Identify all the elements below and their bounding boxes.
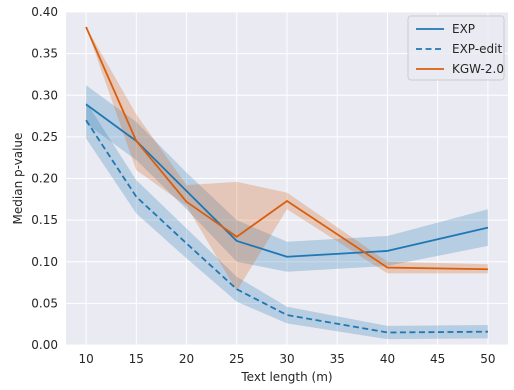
legend-label: KGW-2.0 [452, 62, 504, 76]
tick-labels: 10 15 20 25 30 35 40 45 50 0.00 0.05 0.10 0.15 0.20 0.… [31, 5, 495, 366]
y-tick-label: 0.25 [31, 130, 58, 144]
y-tick-label: 0.35 [31, 47, 58, 61]
y-tick-label: 0.05 [31, 296, 58, 310]
y-tick-label: 0.15 [31, 213, 58, 227]
x-tick-label: 15 [129, 352, 144, 366]
series-line-1 [85, 119, 488, 334]
legend-label: EXP-edit [452, 42, 502, 56]
y-tick-label: 0.30 [31, 88, 58, 102]
x-tick-label: 45 [430, 352, 445, 366]
y-axis-label: Median p-value [11, 133, 25, 225]
x-axis-label: Text length (m) [240, 370, 332, 384]
ci-band-1 [86, 101, 488, 340]
y-tick-label: 0.00 [31, 338, 58, 352]
y-tick-label: 0.40 [31, 5, 58, 19]
legend: EXP EXP-edit KGW-2.0 [407, 15, 505, 81]
x-tick-label: 10 [78, 352, 93, 366]
x-tick-label: 50 [480, 352, 495, 366]
x-tick-label: 25 [229, 352, 244, 366]
series-line-2 [85, 26, 488, 271]
legend-box [407, 15, 505, 81]
x-tick-label: 35 [330, 352, 345, 366]
series-lines [85, 26, 489, 334]
x-tick-label: 40 [380, 352, 395, 366]
x-tick-label: 30 [279, 352, 294, 366]
y-tick-label: 0.20 [31, 172, 58, 186]
y-tick-label: 0.10 [31, 255, 58, 269]
x-tick-label: 20 [179, 352, 194, 366]
ci-band-2 [86, 26, 488, 291]
legend-label: EXP [452, 22, 475, 36]
